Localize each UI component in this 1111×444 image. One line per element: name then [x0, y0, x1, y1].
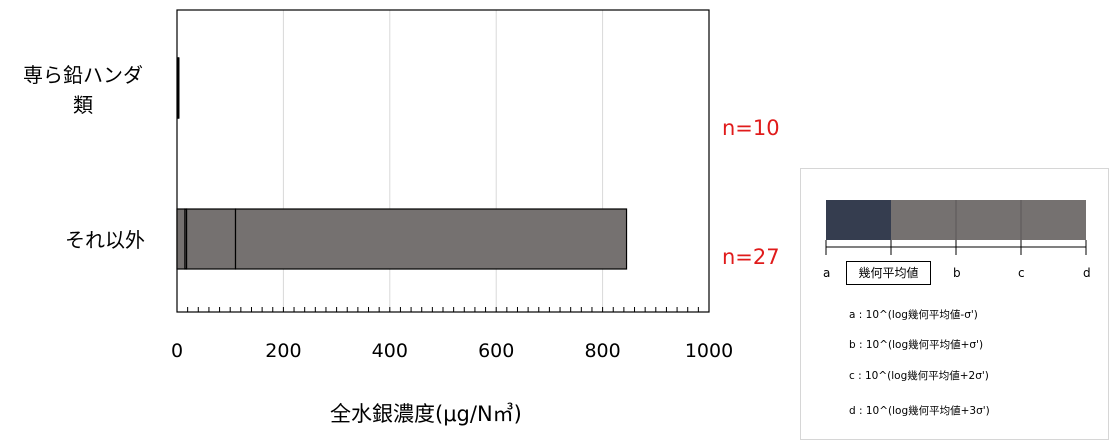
x-tick-label: 1000 [685, 340, 733, 362]
x-tick-label: 400 [372, 340, 408, 362]
x-tick-label: 600 [478, 340, 514, 362]
bar-segment-b-c [185, 208, 237, 270]
n-label-other: n=27 [722, 245, 780, 269]
x-tick-label: 0 [171, 340, 183, 362]
legend-letter-a: a [823, 266, 831, 280]
legend-bar [825, 200, 1087, 255]
x-axis-label: 全水銀濃度(μg/N㎥) [330, 402, 522, 426]
category-label-line: それ以外 [65, 228, 145, 252]
legend-letter-b: b [953, 266, 961, 280]
legend-geo-segment [826, 200, 891, 240]
legend-geo-mean-label: 幾何平均値 [846, 261, 931, 285]
legend-box-segment [891, 200, 1086, 240]
legend-formula-a: a : 10^(log幾何平均値-σ') [849, 309, 978, 321]
legend-formula-c: c : 10^(log幾何平均値+2σ') [849, 370, 989, 382]
chart-plot: 0 200 400 600 800 1000 [171, 9, 733, 362]
category-label-line: 専ら鉛ハンダ [23, 63, 143, 87]
x-tick-label: 200 [265, 340, 301, 362]
legend-formula-d: d : 10^(log幾何平均値+3σ') [849, 405, 990, 417]
category-label-solder: 専ら鉛ハンダ 類 [8, 60, 158, 120]
category-label-other: それ以外 [30, 225, 180, 255]
n-label-solder: n=10 [722, 116, 780, 140]
legend-letter-c: c [1018, 266, 1025, 280]
bar-segment-c-d [234, 208, 628, 270]
bar-segment-c-d [177, 57, 180, 119]
legend-letter-d: d [1083, 266, 1091, 280]
legend-formula-b: b : 10^(log幾何平均値+σ') [849, 339, 984, 351]
x-tick-label: 800 [584, 340, 620, 362]
legend-box: a 幾何平均値 b c d a : 10^(log幾何平均値-σ') b : 1… [800, 168, 1109, 440]
category-label-line: 類 [73, 93, 93, 117]
